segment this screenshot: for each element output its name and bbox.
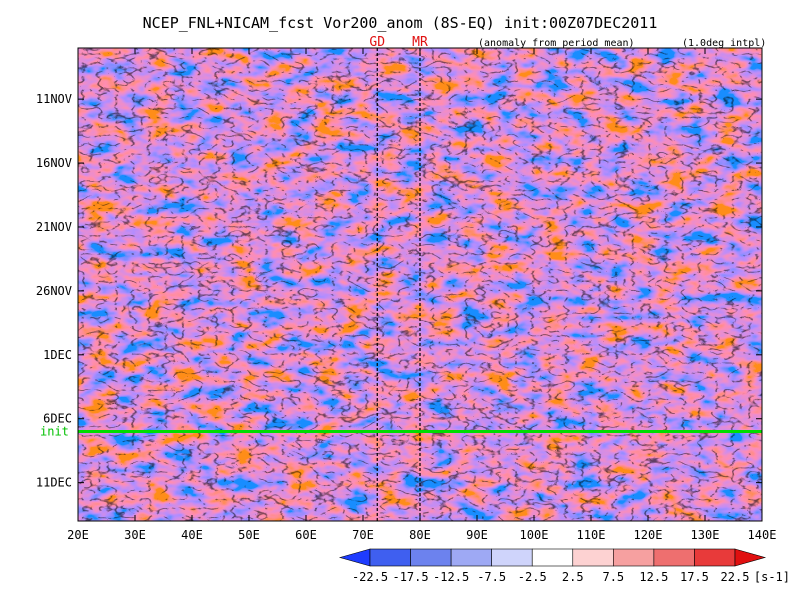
x-tick-label: 130E — [691, 528, 720, 542]
marker-label: GD — [369, 35, 385, 50]
marker-label: MR — [412, 35, 428, 50]
subtitle-right: (1.0deg intpl) — [682, 38, 766, 49]
colorbar-label: -7.5 — [477, 570, 506, 584]
colorbar-label: 12.5 — [639, 570, 668, 584]
x-tick-label: 20E — [67, 528, 89, 542]
colorbar: -22.5 -17.5 -12.5 -7.5 -2.5 2.5 7.5 12.5 17.5 22.… — [338, 548, 790, 584]
colorbar-arrow-low — [338, 548, 371, 567]
colorbar-bin — [531, 548, 574, 567]
marker-lines — [376, 48, 421, 521]
init-label: init — [40, 425, 69, 439]
colorbar-label: 2.5 — [562, 570, 584, 584]
x-tick-label: 50E — [238, 528, 260, 542]
y-tick-label: 6DEC — [43, 412, 72, 426]
colorbar-bin — [369, 548, 411, 567]
colorbar-bin — [613, 548, 655, 567]
colorbar-label: 17.5 — [680, 570, 709, 584]
plot-area — [78, 48, 762, 521]
y-tick-label: 1DEC — [43, 348, 72, 362]
y-tick-label: 26NOV — [36, 284, 72, 298]
colorbar-bin — [450, 548, 492, 567]
x-tick-label: 60E — [295, 528, 317, 542]
colorbar-arrow-high — [734, 548, 767, 567]
y-tick-label: 11DEC — [36, 476, 72, 490]
chart-title: NCEP_FNL+NICAM_fcst Vor200_anom (8S-EQ) … — [143, 14, 658, 32]
colorbar-label: -2.5 — [518, 570, 547, 584]
x-tick-label: 110E — [577, 528, 606, 542]
x-tick-label: 70E — [352, 528, 374, 542]
x-tick-label: 80E — [409, 528, 431, 542]
colorbar-label: -12.5 — [433, 570, 469, 584]
y-tick-label: 16NOV — [36, 156, 72, 170]
colorbar-units: [s-1] — [754, 570, 790, 584]
y-axis: 11NOV 16NOV 21NOV 26NOV 1DEC 6DEC 11DEC — [36, 92, 762, 490]
x-tick-label: 30E — [124, 528, 146, 542]
colorbar-label: 22.5 — [721, 570, 750, 584]
colorbar-label: -22.5 — [352, 570, 388, 584]
colorbar-bin — [572, 548, 614, 567]
colorbar-bin — [694, 548, 736, 567]
colorbar-bin — [653, 548, 695, 567]
y-tick-label: 21NOV — [36, 220, 72, 234]
x-tick-label: 90E — [466, 528, 488, 542]
x-tick-label: 100E — [520, 528, 549, 542]
colorbar-bin — [491, 548, 533, 567]
x-axis: 20E 30E 40E 50E 60E 70E 80E 90E 100E 110E 120E 130E… — [67, 48, 776, 542]
colorbar-label: -17.5 — [392, 570, 428, 584]
colorbar-label: 7.5 — [602, 570, 624, 584]
x-tick-label: 40E — [181, 528, 203, 542]
y-tick-label: 11NOV — [36, 92, 72, 106]
colorbar-bin — [410, 548, 452, 567]
longitude-markers: GD MR — [369, 35, 428, 50]
x-tick-label: 120E — [634, 528, 663, 542]
subtitle-left: (anomaly from period mean) — [478, 38, 635, 49]
x-tick-label: 140E — [748, 528, 777, 542]
